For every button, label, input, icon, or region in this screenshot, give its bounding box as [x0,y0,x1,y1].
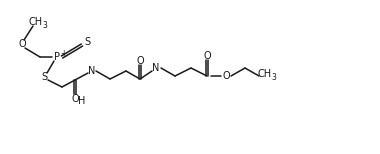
Text: CH: CH [258,69,272,79]
Text: O: O [71,94,79,104]
Text: O: O [203,51,211,61]
Text: 3: 3 [43,20,48,30]
Text: O: O [136,56,144,66]
Text: H: H [78,96,86,106]
Text: N: N [152,63,160,73]
Text: S: S [41,72,47,82]
Text: S: S [84,37,90,47]
Text: O: O [18,39,26,49]
Text: O: O [222,71,230,81]
Text: N: N [88,66,96,76]
Text: 3: 3 [272,73,276,81]
Text: CH: CH [29,17,43,27]
Text: P: P [54,52,60,62]
Text: +: + [60,49,66,57]
